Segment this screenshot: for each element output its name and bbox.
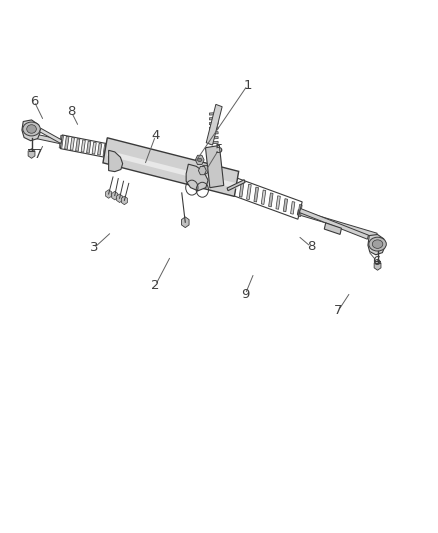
Polygon shape (22, 120, 40, 141)
Text: 4: 4 (151, 130, 160, 142)
Polygon shape (26, 132, 62, 144)
Text: 7: 7 (334, 304, 343, 317)
Polygon shape (261, 190, 266, 205)
Polygon shape (40, 128, 62, 143)
Polygon shape (87, 141, 91, 153)
Polygon shape (298, 205, 302, 216)
Ellipse shape (23, 122, 40, 136)
Polygon shape (109, 150, 123, 172)
Text: 5: 5 (215, 143, 223, 156)
Polygon shape (201, 165, 209, 174)
Text: 2: 2 (151, 279, 160, 292)
Polygon shape (65, 136, 69, 149)
Polygon shape (227, 180, 245, 191)
Polygon shape (181, 217, 189, 228)
Polygon shape (254, 187, 258, 202)
Polygon shape (209, 132, 218, 134)
Polygon shape (81, 140, 85, 152)
Polygon shape (117, 194, 123, 203)
Polygon shape (98, 143, 102, 155)
Polygon shape (374, 261, 381, 270)
Text: 6: 6 (372, 255, 381, 268)
Polygon shape (209, 117, 218, 120)
Polygon shape (324, 223, 342, 235)
Ellipse shape (27, 125, 36, 133)
Polygon shape (239, 181, 244, 197)
Polygon shape (186, 164, 208, 191)
Polygon shape (368, 235, 385, 255)
Polygon shape (103, 144, 107, 156)
Polygon shape (209, 127, 218, 130)
Text: 7: 7 (34, 148, 43, 161)
Polygon shape (28, 149, 35, 158)
Ellipse shape (372, 240, 383, 248)
Polygon shape (268, 193, 273, 207)
Polygon shape (297, 210, 377, 238)
Polygon shape (76, 139, 80, 151)
Ellipse shape (198, 158, 202, 161)
Polygon shape (247, 184, 251, 199)
Polygon shape (290, 201, 295, 214)
Text: 8: 8 (307, 240, 315, 253)
Polygon shape (103, 138, 239, 196)
Text: 1: 1 (243, 79, 252, 92)
Polygon shape (107, 150, 239, 189)
Polygon shape (106, 190, 112, 198)
Polygon shape (209, 112, 218, 115)
Polygon shape (209, 136, 218, 139)
Text: 6: 6 (30, 95, 39, 108)
Text: 8: 8 (67, 106, 76, 118)
Polygon shape (276, 196, 280, 209)
Text: 3: 3 (90, 241, 99, 254)
Ellipse shape (369, 237, 386, 251)
Polygon shape (112, 191, 118, 200)
Polygon shape (232, 179, 237, 195)
Polygon shape (195, 155, 204, 165)
Polygon shape (59, 135, 64, 148)
Polygon shape (205, 146, 224, 188)
Polygon shape (206, 104, 222, 145)
Polygon shape (92, 142, 96, 154)
Polygon shape (300, 208, 368, 239)
Polygon shape (198, 166, 206, 175)
Text: 9: 9 (241, 288, 250, 301)
Polygon shape (70, 138, 74, 150)
Polygon shape (283, 199, 288, 212)
Polygon shape (121, 196, 127, 205)
Polygon shape (209, 141, 218, 144)
Polygon shape (209, 122, 218, 125)
